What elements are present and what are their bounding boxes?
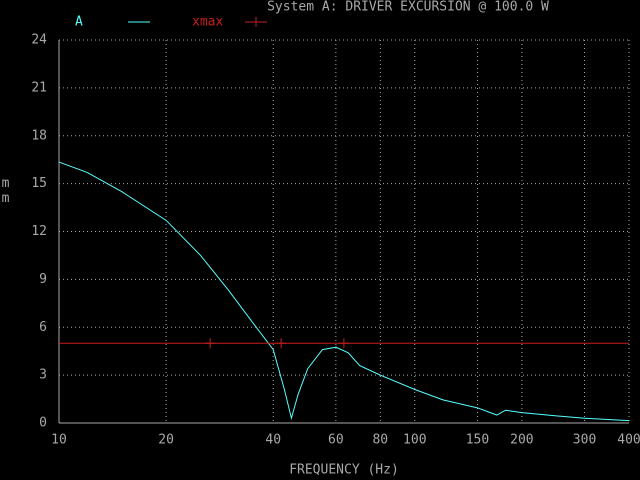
x-tick-label: 20 (158, 433, 174, 448)
y-tick-label: 15 (31, 176, 47, 191)
marker (338, 338, 349, 349)
x-tick-label: 150 (466, 433, 489, 448)
legend-label: A (75, 15, 83, 30)
y-tick-label: 6 (39, 320, 47, 335)
marker (205, 338, 216, 349)
x-tick-label: 200 (510, 433, 533, 448)
series-line (58, 161, 630, 422)
y-tick-label: 24 (31, 33, 47, 48)
y-tick-label: 9 (39, 272, 47, 287)
marker (276, 338, 287, 349)
x-tick-label: 60 (328, 433, 344, 448)
x-tick-label: 100 (403, 433, 426, 448)
x-tick-label: 10 (51, 433, 67, 448)
x-tick-label: 400 (617, 433, 640, 448)
y-axis-label: mm (0, 176, 13, 206)
x-tick-label: 80 (372, 433, 388, 448)
y-tick-label: 21 (31, 80, 47, 95)
legend-label: xmax (192, 15, 223, 30)
chart-title: System A: DRIVER EXCURSION @ 100.0 W (267, 0, 549, 15)
y-tick-label: 3 (39, 368, 47, 383)
y-tick-label: 18 (31, 128, 47, 143)
x-axis-label: FREQUENCY (Hz) (289, 463, 399, 478)
y-tick-label: 0 (39, 416, 47, 431)
x-tick-label: 40 (265, 433, 281, 448)
marker (251, 17, 261, 27)
y-tick-label: 12 (31, 224, 47, 239)
x-tick-label: 300 (573, 433, 596, 448)
